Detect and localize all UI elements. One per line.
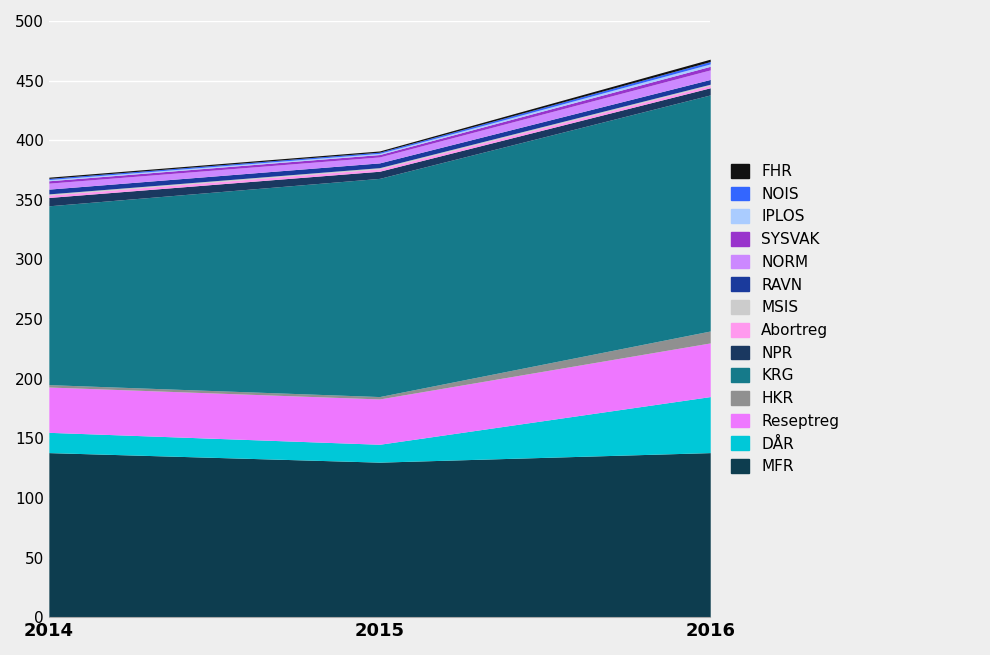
Legend: FHR, NOIS, IPLOS, SYSVAK, NORM, RAVN, MSIS, Abortreg, NPR, KRG, HKR, Reseptreg, : FHR, NOIS, IPLOS, SYSVAK, NORM, RAVN, MS… — [725, 158, 845, 480]
